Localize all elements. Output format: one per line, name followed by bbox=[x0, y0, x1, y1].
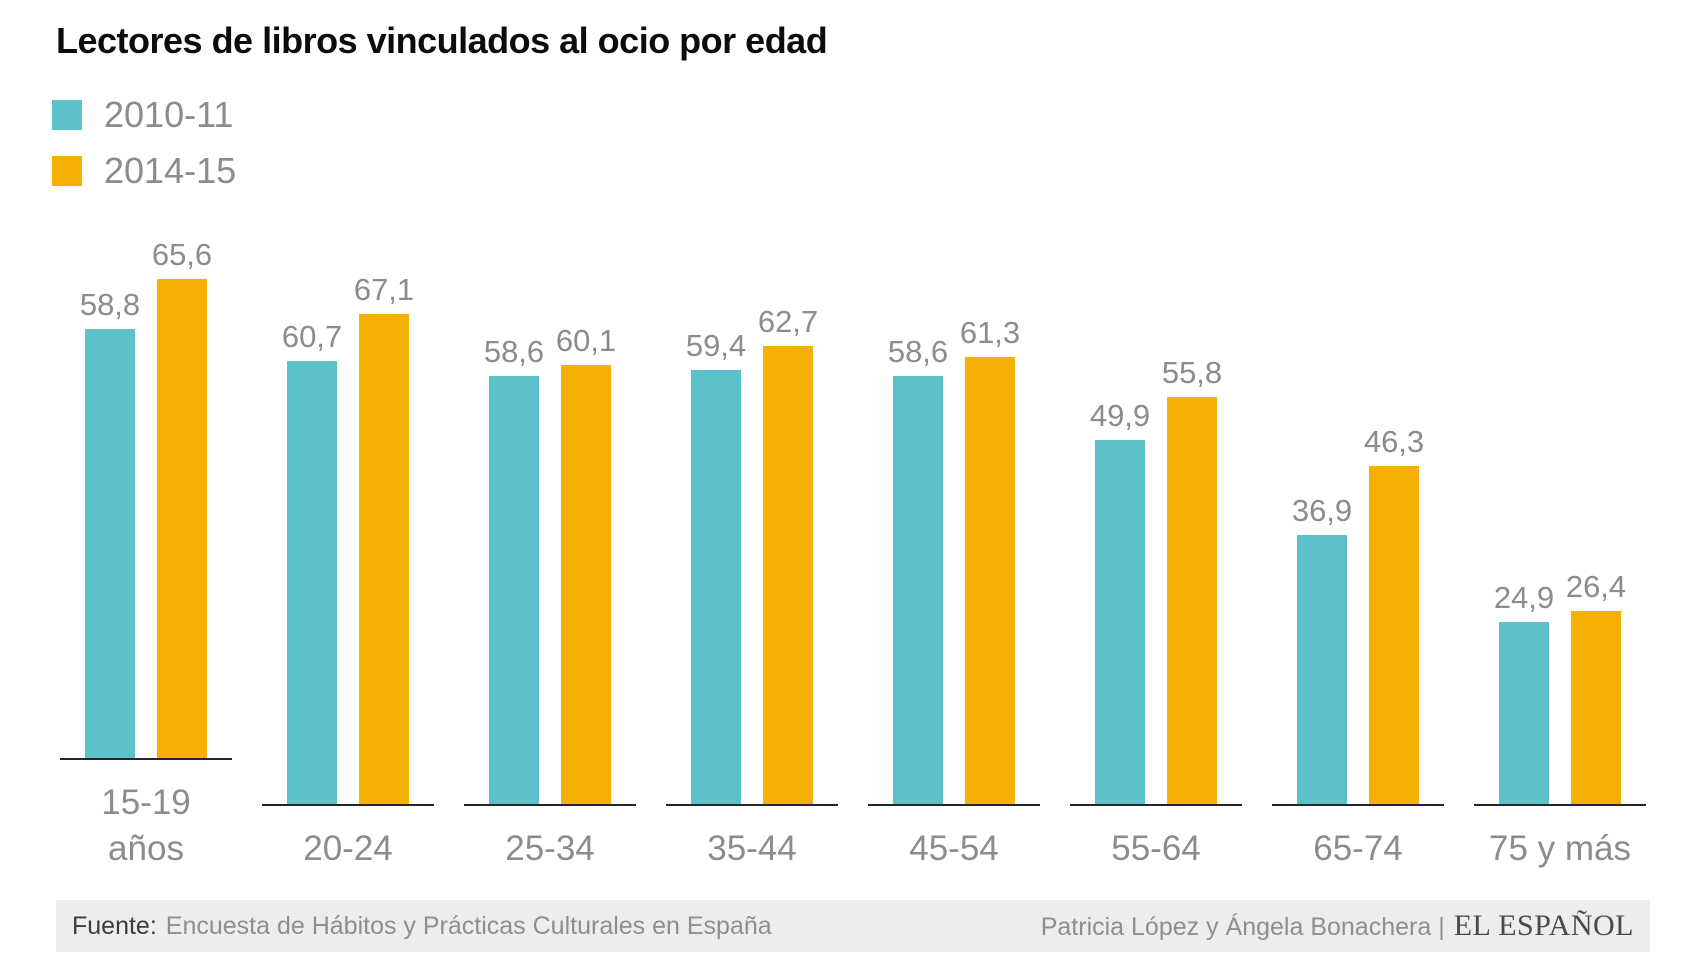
legend-label-2014-15: 2014-15 bbox=[104, 150, 237, 191]
bar-group: 58,6 60,1 25-34 bbox=[464, 314, 636, 872]
bar-pair: 58,6 61,3 bbox=[868, 314, 1040, 806]
bar-2014-15: 61,3 bbox=[960, 315, 1020, 804]
credits: Patricia López y Ángela Bonachera | EL E… bbox=[1041, 909, 1634, 943]
bar-chart-canvas: 58,8 65,6 15-19 años 60,7 67,1 20-24 58,6 60,1 2… bbox=[60, 237, 1646, 872]
x-axis-label: 35-44 bbox=[707, 828, 797, 868]
bar-value-label: 24,9 bbox=[1493, 579, 1555, 615]
bar-group: 60,7 67,1 20-24 bbox=[262, 272, 434, 872]
source-note: Fuente: Encuesta de Hábitos y Prácticas … bbox=[72, 912, 772, 941]
legend: 2010-11 2014-15 bbox=[52, 94, 236, 206]
bar-value-label: 58,6 bbox=[483, 333, 545, 369]
bar-2010-11: 58,8 bbox=[80, 287, 140, 758]
x-axis-label: 75 y más bbox=[1489, 828, 1631, 868]
bar-pair: 58,8 65,6 bbox=[60, 237, 232, 760]
bar-2010-11: 24,9 bbox=[1494, 580, 1554, 804]
bar-2010-11: 60,7 bbox=[282, 319, 342, 804]
x-axis-label: 20-24 bbox=[303, 828, 393, 868]
bar-value-label: 65,6 bbox=[151, 237, 213, 272]
bar-value-label: 60,7 bbox=[281, 318, 343, 354]
bar-2014-15: 62,7 bbox=[758, 304, 818, 804]
bar-pair: 60,7 67,1 bbox=[262, 272, 434, 806]
bar-2014-15: 60,1 bbox=[556, 323, 616, 804]
bar-group: 59,4 62,7 35-44 bbox=[666, 304, 838, 872]
authors-text: Patricia López y Ángela Bonachera | bbox=[1040, 913, 1445, 941]
bar-value-label: 26,4 bbox=[1565, 568, 1627, 604]
bar-pair: 24,9 26,4 bbox=[1474, 314, 1646, 806]
x-axis-label: 25-34 bbox=[505, 828, 595, 868]
x-axis-label: 15-19 años bbox=[101, 783, 191, 868]
bar-group: 58,6 61,3 45-54 bbox=[868, 314, 1040, 872]
bar-group: 49,9 55,8 55-64 bbox=[1070, 314, 1242, 872]
bar-2010-11: 58,6 bbox=[888, 334, 948, 804]
bar-2014-15: 67,1 bbox=[354, 272, 414, 804]
bar-group: 58,8 65,6 15-19 años bbox=[60, 237, 232, 871]
bar-pair: 59,4 62,7 bbox=[666, 304, 838, 806]
bar-pair: 49,9 55,8 bbox=[1070, 314, 1242, 806]
chart-title: Lectores de libros vinculados al ocio po… bbox=[56, 20, 828, 61]
bar-2010-11: 49,9 bbox=[1090, 398, 1150, 804]
bar-2010-11: 59,4 bbox=[686, 328, 746, 804]
x-axis-label: 55-64 bbox=[1111, 828, 1201, 868]
bar-2014-15: 26,4 bbox=[1566, 569, 1626, 804]
bar-value-label: 62,7 bbox=[757, 303, 819, 339]
bar-pair: 58,6 60,1 bbox=[464, 314, 636, 806]
bar-2014-15: 46,3 bbox=[1364, 424, 1424, 804]
bar-value-label: 55,8 bbox=[1161, 354, 1223, 390]
bar-pair: 36,9 46,3 bbox=[1272, 314, 1444, 806]
x-axis-label: 65-74 bbox=[1313, 828, 1403, 868]
bar-2014-15: 65,6 bbox=[152, 237, 212, 758]
bar-value-label: 46,3 bbox=[1363, 423, 1425, 459]
bar-value-label: 36,9 bbox=[1291, 492, 1353, 528]
legend-label-2010-11: 2010-11 bbox=[104, 94, 234, 135]
bar-2010-11: 36,9 bbox=[1292, 493, 1352, 804]
bar-2014-15: 55,8 bbox=[1162, 355, 1222, 804]
legend-swatch-2010-11-icon bbox=[52, 100, 82, 130]
brand-logo: EL ESPAÑOL bbox=[1453, 909, 1634, 942]
bar-2010-11: 58,6 bbox=[484, 334, 544, 804]
bar-group: 36,9 46,3 65-74 bbox=[1272, 314, 1444, 872]
source-label: Fuente: bbox=[72, 911, 157, 940]
bar-value-label: 58,8 bbox=[79, 287, 141, 322]
legend-item-2014-15: 2014-15 bbox=[52, 150, 236, 192]
footer-bar: Fuente: Encuesta de Hábitos y Prácticas … bbox=[56, 900, 1650, 952]
bar-value-label: 60,1 bbox=[555, 322, 617, 358]
bar-group: 24,9 26,4 75 y más bbox=[1474, 314, 1646, 872]
bar-value-label: 59,4 bbox=[685, 327, 747, 363]
bar-value-label: 61,3 bbox=[959, 314, 1021, 350]
x-axis-label: 45-54 bbox=[909, 828, 999, 868]
bar-value-label: 49,9 bbox=[1089, 397, 1151, 433]
legend-item-2010-11: 2010-11 bbox=[52, 94, 236, 136]
bar-value-label: 67,1 bbox=[353, 271, 415, 307]
legend-swatch-2014-15-icon bbox=[52, 156, 82, 186]
bar-value-label: 58,6 bbox=[887, 333, 949, 369]
source-text: Encuesta de Hábitos y Prácticas Cultural… bbox=[165, 911, 772, 940]
